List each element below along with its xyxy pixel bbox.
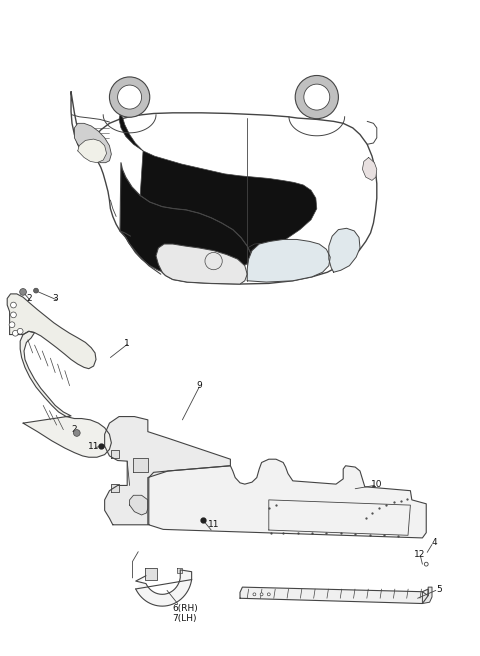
- Circle shape: [34, 288, 38, 293]
- Polygon shape: [78, 139, 107, 163]
- Text: 4: 4: [432, 538, 437, 547]
- Circle shape: [295, 75, 338, 119]
- Polygon shape: [20, 331, 111, 457]
- Circle shape: [109, 77, 150, 117]
- Circle shape: [304, 84, 330, 110]
- Polygon shape: [111, 450, 119, 458]
- Polygon shape: [422, 587, 432, 604]
- Polygon shape: [130, 495, 148, 515]
- Polygon shape: [111, 484, 119, 492]
- Text: 2: 2: [26, 294, 32, 303]
- Polygon shape: [74, 123, 111, 163]
- Circle shape: [11, 312, 16, 318]
- Polygon shape: [145, 568, 157, 580]
- Circle shape: [11, 302, 16, 308]
- Text: 11: 11: [88, 441, 99, 451]
- Circle shape: [12, 331, 18, 336]
- Polygon shape: [247, 239, 330, 282]
- Text: 13: 13: [128, 202, 139, 211]
- Polygon shape: [133, 458, 148, 472]
- Polygon shape: [362, 157, 377, 180]
- Text: 2: 2: [72, 425, 77, 434]
- Polygon shape: [119, 115, 317, 256]
- Text: 6(RH)
7(LH): 6(RH) 7(LH): [172, 604, 198, 623]
- Circle shape: [17, 329, 23, 334]
- Text: 5: 5: [436, 584, 442, 594]
- Polygon shape: [7, 294, 96, 369]
- Circle shape: [20, 289, 26, 295]
- Polygon shape: [329, 228, 360, 272]
- Polygon shape: [71, 92, 377, 284]
- Text: 9: 9: [196, 380, 202, 390]
- Polygon shape: [240, 587, 428, 604]
- Polygon shape: [120, 163, 252, 278]
- Polygon shape: [177, 568, 182, 573]
- Circle shape: [267, 593, 270, 596]
- Circle shape: [118, 85, 142, 109]
- Circle shape: [9, 322, 15, 327]
- Text: 12: 12: [414, 550, 426, 559]
- Polygon shape: [136, 570, 192, 606]
- Text: 3: 3: [52, 294, 58, 303]
- Polygon shape: [105, 417, 230, 525]
- Text: 8: 8: [180, 230, 185, 239]
- Text: 11: 11: [208, 520, 219, 529]
- Circle shape: [260, 593, 263, 596]
- Circle shape: [424, 562, 428, 566]
- Polygon shape: [149, 459, 426, 538]
- Circle shape: [253, 593, 256, 596]
- Text: 10: 10: [371, 480, 383, 489]
- Polygon shape: [156, 244, 247, 284]
- Circle shape: [73, 430, 80, 436]
- Text: 1: 1: [124, 338, 130, 348]
